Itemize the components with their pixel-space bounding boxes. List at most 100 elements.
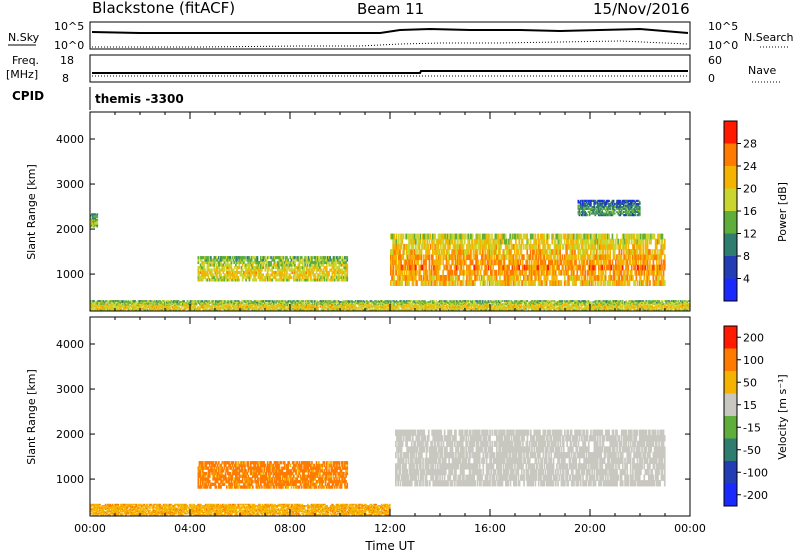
power-cell [340, 268, 343, 272]
power-cell [133, 307, 135, 309]
power-cell [350, 305, 352, 307]
power-cell [321, 261, 324, 265]
power-cell [244, 302, 247, 304]
power-cell [132, 308, 134, 310]
power-cell [240, 270, 243, 274]
power-cell [199, 278, 202, 282]
power-cell [296, 307, 299, 309]
power-cell [96, 304, 99, 306]
power-cell [318, 261, 320, 265]
power-cell [306, 268, 309, 272]
power-cell [326, 301, 329, 303]
power-cell [300, 306, 302, 308]
power-cell [243, 307, 246, 309]
power-cell [103, 307, 106, 309]
power-cell [261, 278, 263, 282]
power-cell [298, 303, 300, 305]
power-cell [152, 302, 155, 304]
power-cell [305, 300, 308, 302]
power-cell [202, 309, 205, 311]
power-cell [310, 256, 312, 260]
power-cell [261, 273, 263, 277]
power-cell [207, 261, 210, 265]
power-cell [157, 302, 159, 304]
power-cell [271, 305, 274, 307]
power-cell [178, 305, 181, 307]
power-cell [242, 303, 244, 305]
power-cell [148, 300, 150, 302]
power-cell [393, 309, 396, 311]
power-cell [197, 270, 200, 274]
power-cell [271, 266, 274, 270]
power-cell [150, 308, 152, 310]
power-cell [354, 306, 357, 308]
power-cell [267, 300, 269, 302]
power-cell [230, 278, 233, 282]
power-cell [316, 261, 319, 265]
power-cell [194, 305, 197, 307]
power-cell [374, 305, 376, 307]
power-cell [174, 305, 176, 307]
power-cell [289, 268, 292, 272]
power-cell [123, 303, 125, 305]
power-cell [273, 309, 275, 311]
power-cell [393, 300, 396, 302]
power-cell [192, 306, 194, 308]
power-cell [377, 307, 380, 309]
power-cell [272, 266, 275, 270]
power-cell [151, 308, 154, 310]
power-cell [98, 302, 100, 304]
power-cell [249, 275, 252, 279]
power-cell [192, 300, 194, 302]
power-cell [358, 307, 360, 309]
power-cell [196, 309, 199, 311]
power-cell [308, 268, 311, 272]
power-cell [153, 306, 156, 308]
power-cell [218, 302, 221, 304]
power-cell [202, 306, 205, 308]
power-cell [316, 268, 319, 272]
power-cell [387, 302, 390, 304]
power-cell [259, 307, 261, 309]
power-cell [287, 261, 289, 265]
power-cell [345, 268, 347, 272]
power-cell [221, 275, 224, 279]
power-cell [291, 305, 293, 307]
power-cell [140, 309, 142, 311]
power-cell [333, 301, 335, 303]
power-cell [98, 301, 100, 303]
nsearch-line [92, 40, 689, 48]
power-cell [307, 302, 309, 304]
power-cell [215, 308, 217, 310]
power-cell [322, 258, 325, 262]
power-cell [253, 301, 256, 303]
power-cell [211, 263, 213, 267]
power-cell [337, 308, 340, 310]
power-cell [343, 307, 346, 309]
power-cell [313, 256, 316, 260]
power-cell [313, 302, 316, 304]
power-cell [323, 301, 325, 303]
power-cell [103, 304, 106, 306]
power-cell [279, 308, 282, 310]
power-cell [190, 306, 192, 308]
power-cell [379, 309, 382, 311]
power-cell [225, 258, 228, 262]
power-cell [316, 256, 319, 260]
power-cell [330, 268, 333, 272]
power-cell [264, 268, 267, 272]
power-cell [123, 302, 125, 304]
power-cell [216, 308, 218, 310]
power-cell [146, 307, 149, 309]
power-cell [245, 305, 248, 307]
power-cell [305, 256, 308, 260]
power-cell [191, 307, 193, 309]
power-cell [328, 256, 330, 260]
power-cell [134, 305, 136, 307]
power-cell [182, 300, 184, 302]
power-cell [150, 307, 152, 309]
power-cell [298, 306, 300, 308]
power-cell [282, 256, 285, 260]
power-cell [207, 275, 210, 279]
power-cell [291, 261, 294, 265]
